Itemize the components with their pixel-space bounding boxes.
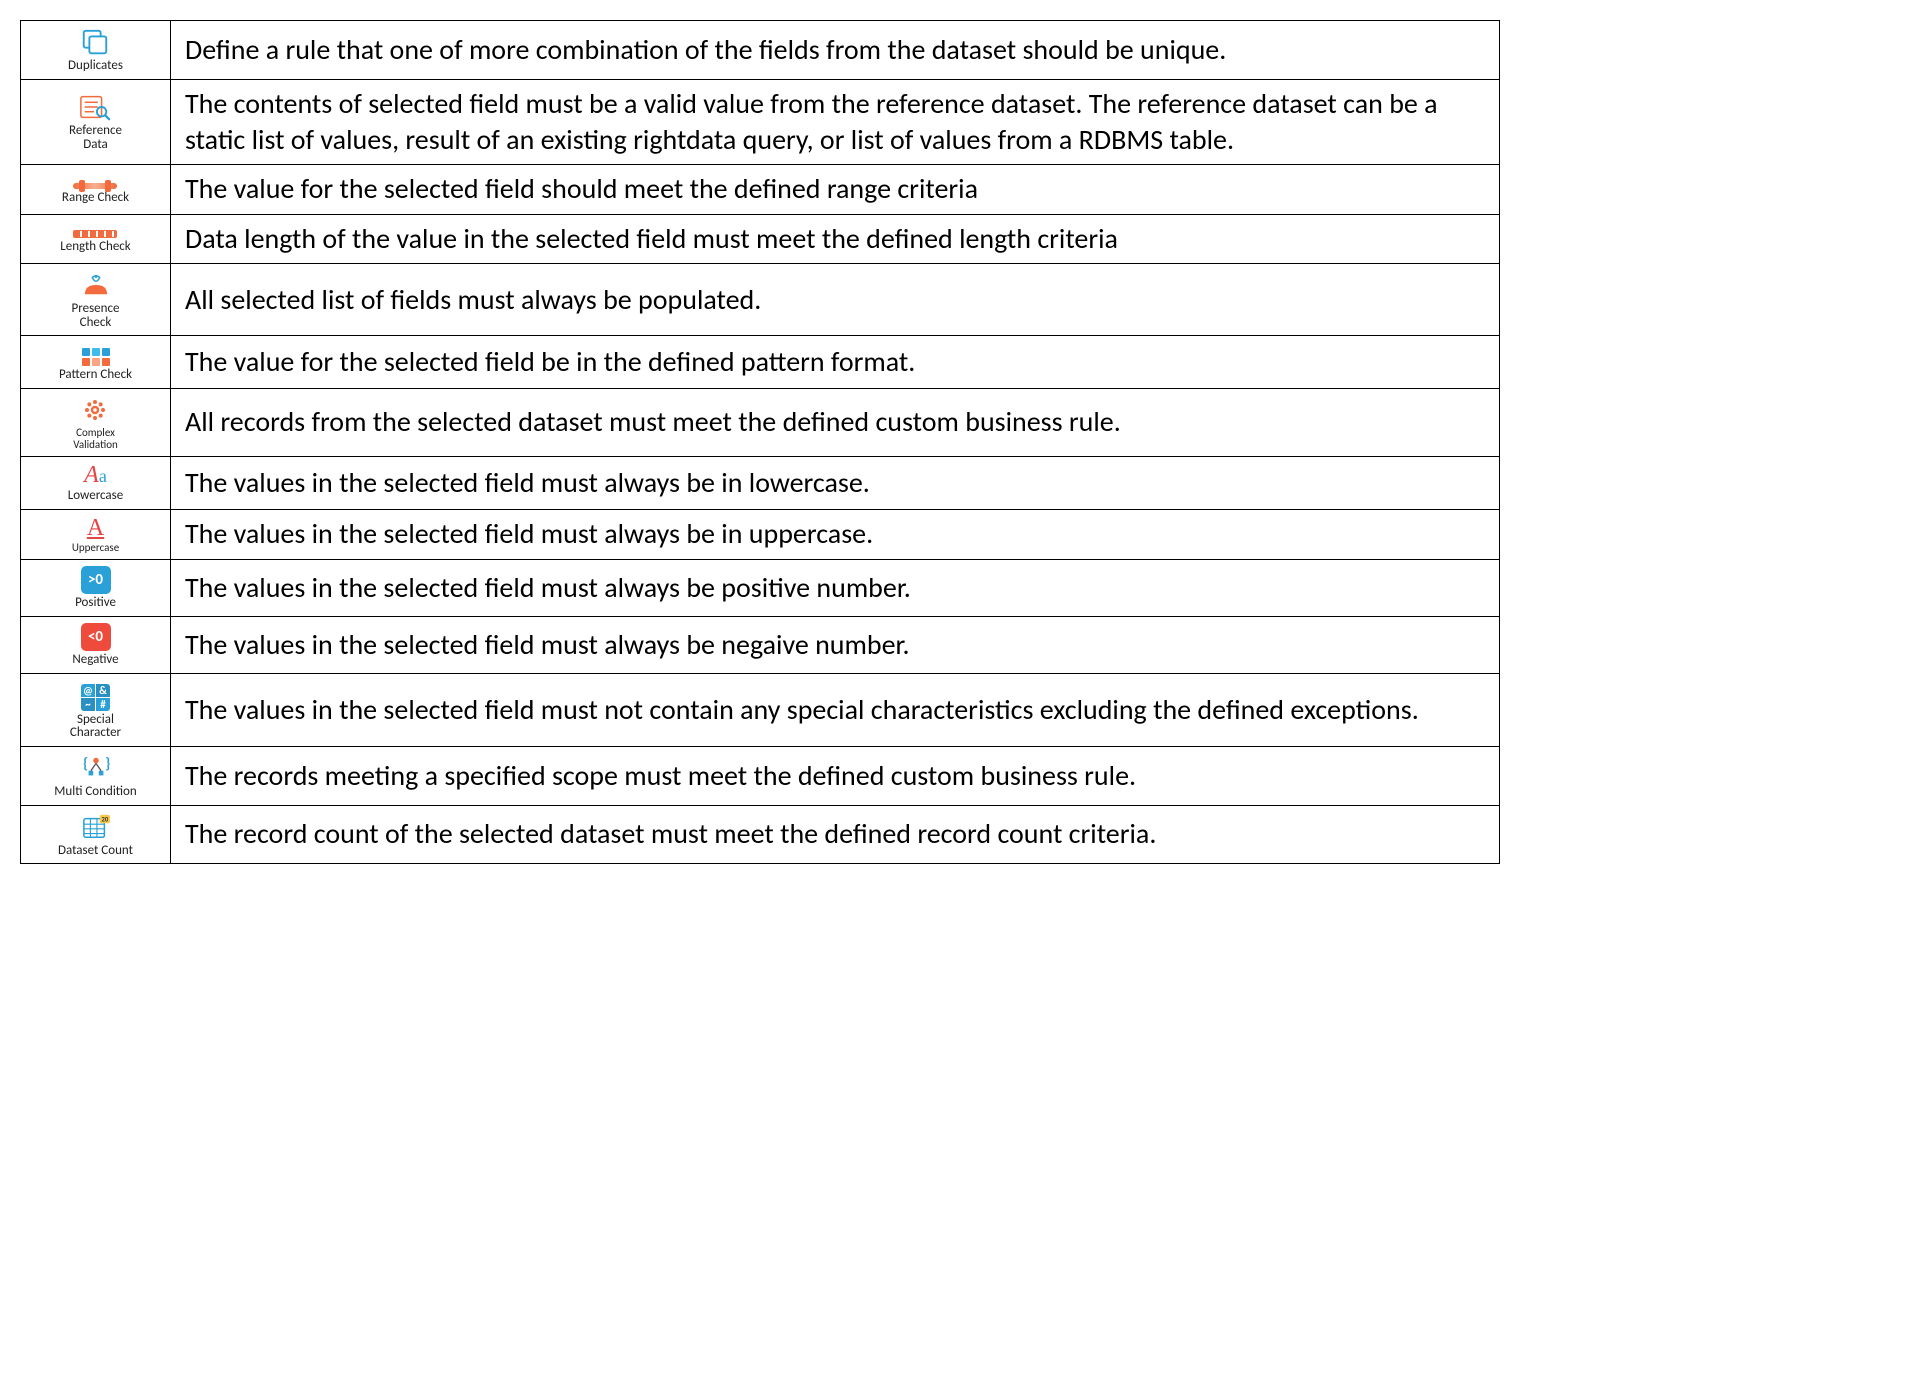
table-row: Duplicates Define a rule that one of mor… (21, 21, 1500, 80)
length-description: Data length of the value in the selected… (171, 214, 1500, 263)
duplicates-icon (77, 27, 113, 57)
negative-icon: <0 (81, 623, 111, 651)
negative-label: Negative (72, 653, 118, 667)
presence-check-icon (78, 270, 114, 300)
positive-icon: >0 (81, 566, 111, 594)
table-row: A Uppercase The values in the selected f… (21, 509, 1500, 560)
multi-condition-icon: { } (78, 753, 114, 783)
range-label: Range Check (62, 191, 129, 205)
table-row: Complex Validation All records from the … (21, 389, 1500, 457)
positive-description: The values in the selected field must al… (171, 560, 1500, 617)
table-row: Aa Lowercase The values in the selected … (21, 457, 1500, 510)
multi-description: The records meeting a specified scope mu… (171, 746, 1500, 805)
pattern-description: The value for the selected field be in t… (171, 336, 1500, 389)
pattern-label: Pattern Check (59, 368, 132, 382)
multi-label: Multi Condition (54, 785, 136, 799)
special-character-icon: @&~# (81, 684, 110, 711)
length-label: Length Check (60, 240, 130, 254)
length-cell: Length Check (21, 214, 171, 263)
complex-cell: Complex Validation (21, 389, 171, 457)
positive-label: Positive (75, 596, 116, 610)
table-row: Reference Data The contents of selected … (21, 79, 1500, 165)
lowercase-description: The values in the selected field must al… (171, 457, 1500, 510)
table-row: Range Check The value for the selected f… (21, 165, 1500, 214)
special-cell: @&~# Special Character (21, 673, 171, 746)
table-row: { } Multi Condition The records meeting … (21, 746, 1500, 805)
svg-text:{: { (83, 755, 88, 772)
pattern-cell: Pattern Check (21, 336, 171, 389)
reference-cell: Reference Data (21, 79, 171, 165)
pattern-check-icon (82, 348, 110, 366)
presence-description: All selected list of fields must always … (171, 264, 1500, 336)
uppercase-cell: A Uppercase (21, 509, 171, 560)
duplicates-label: Duplicates (68, 59, 123, 73)
table-row: Presence Check All selected list of fiel… (21, 264, 1500, 336)
rules-table: Duplicates Define a rule that one of mor… (20, 20, 1500, 864)
positive-cell: >0 Positive (21, 560, 171, 617)
special-label: Special Character (70, 713, 121, 740)
table-row: Length Check Data length of the value in… (21, 214, 1500, 263)
reference-label: Reference Data (69, 124, 122, 151)
range-check-icon (73, 183, 117, 189)
table-row: 20 Dataset Count The record count of the… (21, 805, 1500, 864)
negative-description: The values in the selected field must al… (171, 617, 1500, 674)
duplicates-description: Define a rule that one of more combinati… (171, 21, 1500, 80)
complex-label: Complex Validation (73, 427, 118, 450)
complex-validation-icon (77, 395, 113, 425)
length-check-icon (73, 230, 117, 238)
uppercase-description: The values in the selected field must al… (171, 509, 1500, 560)
uppercase-icon: A (87, 516, 104, 540)
reference-data-icon (77, 92, 113, 122)
range-description: The value for the selected field should … (171, 165, 1500, 214)
dataset-label: Dataset Count (58, 844, 133, 858)
svg-text:20: 20 (101, 815, 108, 823)
svg-text:}: } (105, 755, 110, 772)
duplicates-cell: Duplicates (21, 21, 171, 80)
dataset-cell: 20 Dataset Count (21, 805, 171, 864)
negative-cell: <0 Negative (21, 617, 171, 674)
multi-cell: { } Multi Condition (21, 746, 171, 805)
lowercase-cell: Aa Lowercase (21, 457, 171, 510)
lowercase-label: Lowercase (68, 489, 123, 503)
complex-description: All records from the selected dataset mu… (171, 389, 1500, 457)
lowercase-icon: Aa (84, 463, 107, 487)
special-description: The values in the selected field must no… (171, 673, 1500, 746)
table-row: Pattern Check The value for the selected… (21, 336, 1500, 389)
uppercase-label: Uppercase (72, 542, 119, 554)
dataset-description: The record count of the selected dataset… (171, 805, 1500, 864)
reference-description: The contents of selected field must be a… (171, 79, 1500, 165)
range-cell: Range Check (21, 165, 171, 214)
table-row: <0 Negative The values in the selected f… (21, 617, 1500, 674)
presence-cell: Presence Check (21, 264, 171, 336)
dataset-count-icon: 20 (78, 812, 114, 842)
table-row: >0 Positive The values in the selected f… (21, 560, 1500, 617)
table-row: @&~# Special Character The values in the… (21, 673, 1500, 746)
presence-label: Presence Check (72, 302, 120, 329)
